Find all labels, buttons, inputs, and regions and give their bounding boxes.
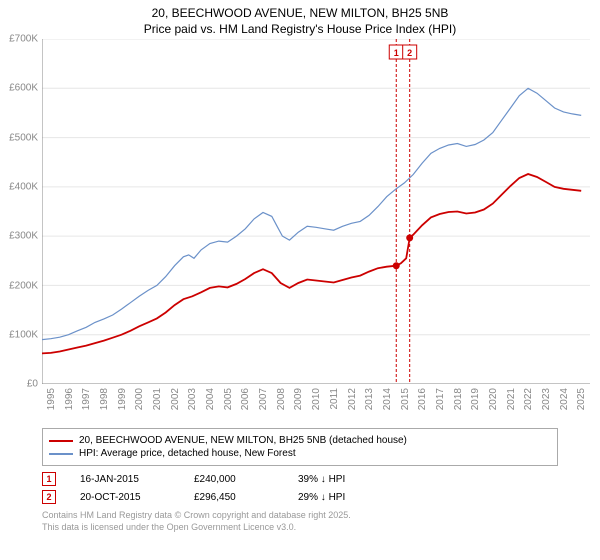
sale-marker: 1 (42, 472, 56, 486)
y-tick-label: £300K (9, 231, 38, 242)
x-tick-label: 1995 (46, 388, 57, 410)
sale-row: 1 16-JAN-2015 £240,000 39% ↓ HPI (42, 472, 558, 486)
x-tick-label: 2011 (329, 388, 340, 410)
sales-block: 1 16-JAN-2015 £240,000 39% ↓ HPI 2 20-OCT-201… (42, 472, 558, 504)
x-tick-label: 2013 (364, 388, 375, 410)
sale-price: £240,000 (194, 474, 274, 485)
sale-date: 16-JAN-2015 (80, 474, 170, 485)
y-tick-label: £200K (9, 280, 38, 291)
x-tick-label: 2025 (576, 388, 587, 410)
legend: 20, BEECHWOOD AVENUE, NEW MILTON, BH25 5… (42, 428, 558, 466)
footer: Contains HM Land Registry data © Crown c… (42, 510, 558, 533)
sale-diff: 39% ↓ HPI (298, 474, 388, 485)
x-tick-label: 2014 (382, 388, 393, 410)
x-tick-label: 1999 (117, 388, 128, 410)
chart-title-block: 20, BEECHWOOD AVENUE, NEW MILTON, BH25 5… (0, 0, 600, 39)
x-tick-label: 2002 (170, 388, 181, 410)
footer-line-2: This data is licensed under the Open Gov… (42, 522, 558, 534)
y-tick-label: £500K (9, 132, 38, 143)
x-tick-label: 2000 (134, 388, 145, 410)
x-tick-label: 2001 (152, 388, 163, 410)
x-tick-label: 2020 (488, 388, 499, 410)
legend-row: 20, BEECHWOOD AVENUE, NEW MILTON, BH25 5… (49, 435, 551, 446)
legend-label: HPI: Average price, detached house, New … (79, 448, 296, 459)
x-tick-label: 1997 (81, 388, 92, 410)
x-tick-label: 2006 (240, 388, 251, 410)
x-tick-label: 2017 (435, 388, 446, 410)
y-tick-label: £400K (9, 182, 38, 193)
x-tick-label: 2023 (541, 388, 552, 410)
title-line-2: Price paid vs. HM Land Registry's House … (0, 22, 600, 38)
x-tick-label: 2019 (470, 388, 481, 410)
x-tick-label: 2015 (400, 388, 411, 410)
x-tick-label: 1996 (64, 388, 75, 410)
title-line-1: 20, BEECHWOOD AVENUE, NEW MILTON, BH25 5… (0, 6, 600, 22)
x-tick-label: 2010 (311, 388, 322, 410)
x-tick-label: 2024 (559, 388, 570, 410)
x-tick-label: 2016 (417, 388, 428, 410)
sale-date: 20-OCT-2015 (80, 492, 170, 503)
chart-area: 12 £0£100K£200K£300K£400K£500K£600K£700K (42, 39, 590, 384)
x-tick-label: 1998 (99, 388, 110, 410)
y-tick-label: £600K (9, 83, 38, 94)
sale-price: £296,450 (194, 492, 274, 503)
legend-row: HPI: Average price, detached house, New … (49, 448, 551, 459)
chart-svg: 12 (42, 39, 590, 384)
x-tick-label: 2012 (347, 388, 358, 410)
legend-label: 20, BEECHWOOD AVENUE, NEW MILTON, BH25 5… (79, 435, 407, 446)
footer-line-1: Contains HM Land Registry data © Crown c… (42, 510, 558, 522)
y-tick-label: £700K (9, 34, 38, 45)
x-tick-label: 2009 (293, 388, 304, 410)
y-tick-label: £0 (27, 379, 38, 390)
x-ticks: 1995 1996 1997 1998 1999 2000 2001 2002 2003 2004… (42, 384, 590, 424)
sale-marker: 2 (42, 490, 56, 504)
sale-row: 2 20-OCT-2015 £296,450 29% ↓ HPI (42, 490, 558, 504)
x-tick-label: 2018 (453, 388, 464, 410)
svg-text:2: 2 (407, 48, 412, 58)
y-tick-label: £100K (9, 329, 38, 340)
x-tick-label: 2021 (506, 388, 517, 410)
sale-diff: 29% ↓ HPI (298, 492, 388, 503)
x-tick-label: 2008 (276, 388, 287, 410)
svg-text:1: 1 (394, 48, 399, 58)
x-tick-label: 2022 (523, 388, 534, 410)
x-tick-label: 2004 (205, 388, 216, 410)
legend-swatch (49, 453, 73, 455)
x-tick-label: 2005 (223, 388, 234, 410)
x-tick-label: 2007 (258, 388, 269, 410)
x-tick-label: 2003 (187, 388, 198, 410)
legend-swatch (49, 440, 73, 442)
